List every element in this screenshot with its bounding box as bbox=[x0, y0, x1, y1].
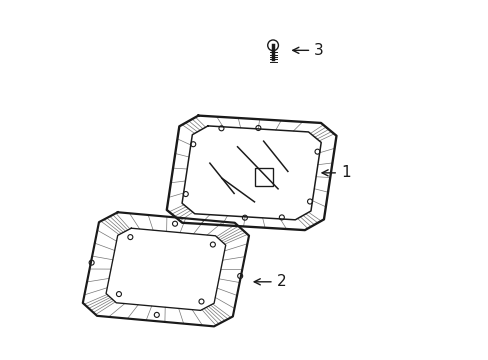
Text: 2: 2 bbox=[254, 274, 285, 289]
Text: 3: 3 bbox=[292, 43, 323, 58]
Text: 1: 1 bbox=[322, 165, 350, 180]
